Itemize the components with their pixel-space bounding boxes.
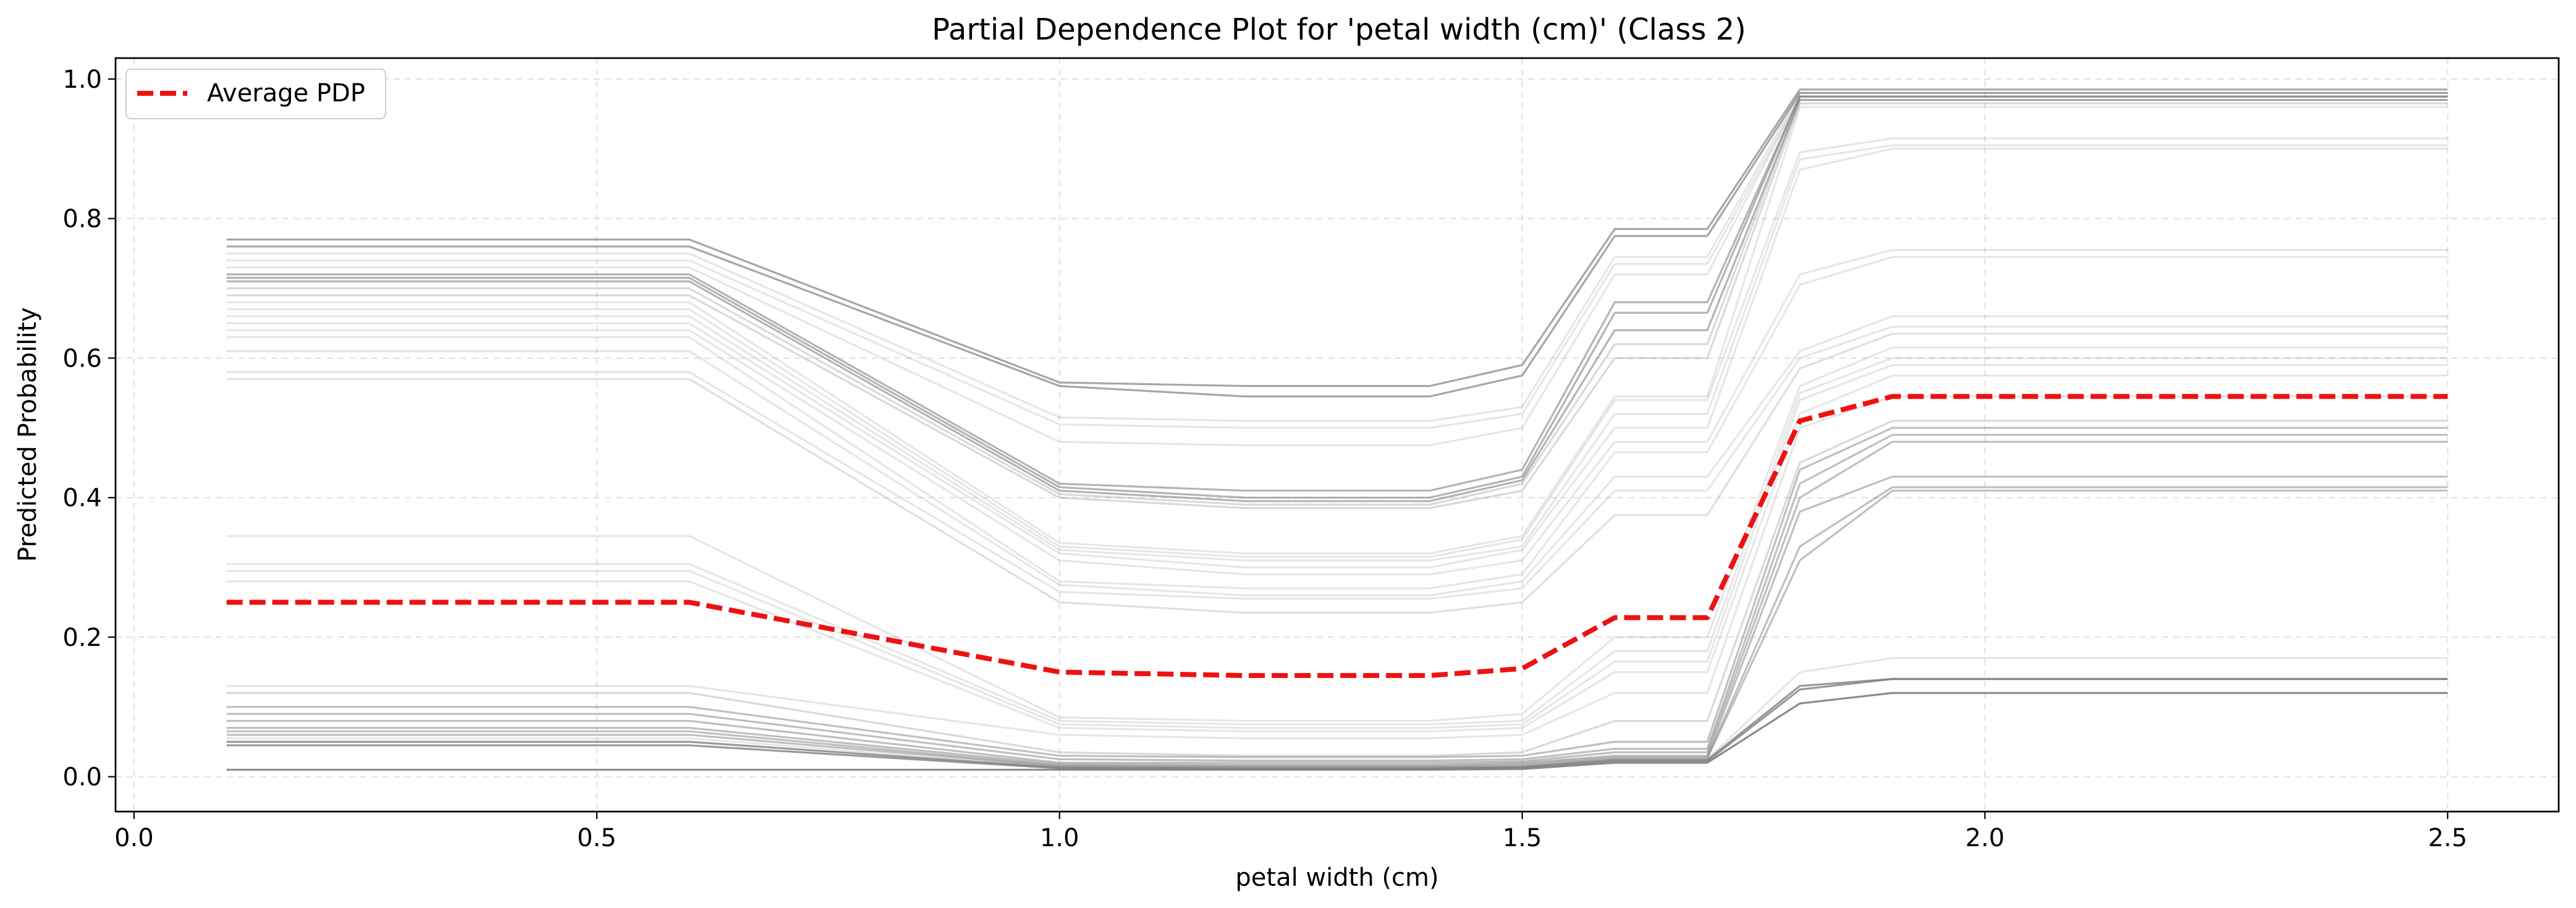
average-pdp-line — [226, 394, 2448, 678]
average-pdp-layer — [226, 394, 2448, 678]
x-axis-title: petal width (cm) — [1235, 863, 1438, 892]
ice-line — [226, 99, 2448, 503]
ice-line — [226, 256, 2448, 590]
x-tick-label: 1.0 — [1040, 824, 1079, 852]
ice-line — [226, 99, 2448, 506]
ice-line — [226, 475, 2448, 766]
ice-line — [226, 148, 2448, 569]
ice-line — [226, 357, 2448, 726]
ice-line — [226, 333, 2448, 614]
ice-line — [226, 441, 2448, 764]
grid-layer — [116, 58, 2559, 812]
y-tick-label: 0.0 — [62, 763, 102, 792]
x-tick-label: 2.0 — [1966, 824, 2005, 852]
ice-line — [226, 363, 2448, 729]
ice-line — [226, 420, 2448, 757]
y-tick-label: 0.8 — [62, 205, 102, 234]
ice-line — [226, 91, 2448, 398]
y-tick-label: 1.0 — [62, 66, 102, 94]
ice-line — [226, 433, 2448, 762]
ice-line — [226, 315, 2448, 596]
ice-line — [226, 144, 2448, 562]
ice-line — [226, 486, 2448, 768]
ice-line — [226, 692, 2448, 771]
plot-area-frame — [114, 57, 2560, 813]
y-tick-label: 0.4 — [62, 484, 102, 512]
legend-label-average-pdp: Average PDP — [207, 79, 365, 108]
ice-line — [226, 374, 2448, 732]
y-tick-label: 0.6 — [62, 344, 102, 373]
x-tick-label: 0.0 — [114, 824, 154, 852]
x-tick-label: 1.5 — [1503, 824, 1542, 852]
ice-line — [226, 137, 2448, 558]
y-tick-label: 0.2 — [62, 624, 102, 652]
chart-title: Partial Dependence Plot for 'petal width… — [932, 12, 1746, 47]
ice-line — [226, 490, 2448, 768]
ice-line — [226, 346, 2448, 722]
legend: Average PDP — [125, 68, 387, 120]
y-axis-ticks: 0.0 0.2 0.4 0.6 0.8 1.0 — [62, 66, 116, 792]
ice-line — [226, 106, 2448, 555]
x-tick-label: 2.5 — [2428, 824, 2467, 852]
ice-line — [226, 248, 2448, 575]
legend-frame — [125, 68, 387, 120]
x-axis-ticks: 0.0 0.5 1.0 1.5 2.0 2.5 — [114, 812, 2467, 852]
ice-line — [226, 91, 2448, 422]
ice-lines-layer — [226, 88, 2448, 771]
ice-line — [226, 677, 2448, 770]
ice-line — [226, 102, 2448, 509]
ice-line — [226, 95, 2448, 499]
x-tick-label: 0.5 — [577, 824, 617, 852]
ice-line — [226, 426, 2448, 758]
ice-line — [226, 325, 2448, 600]
ice-line — [226, 88, 2448, 388]
y-axis-title: Predicted Probability — [14, 307, 42, 562]
ice-line — [226, 395, 2448, 740]
